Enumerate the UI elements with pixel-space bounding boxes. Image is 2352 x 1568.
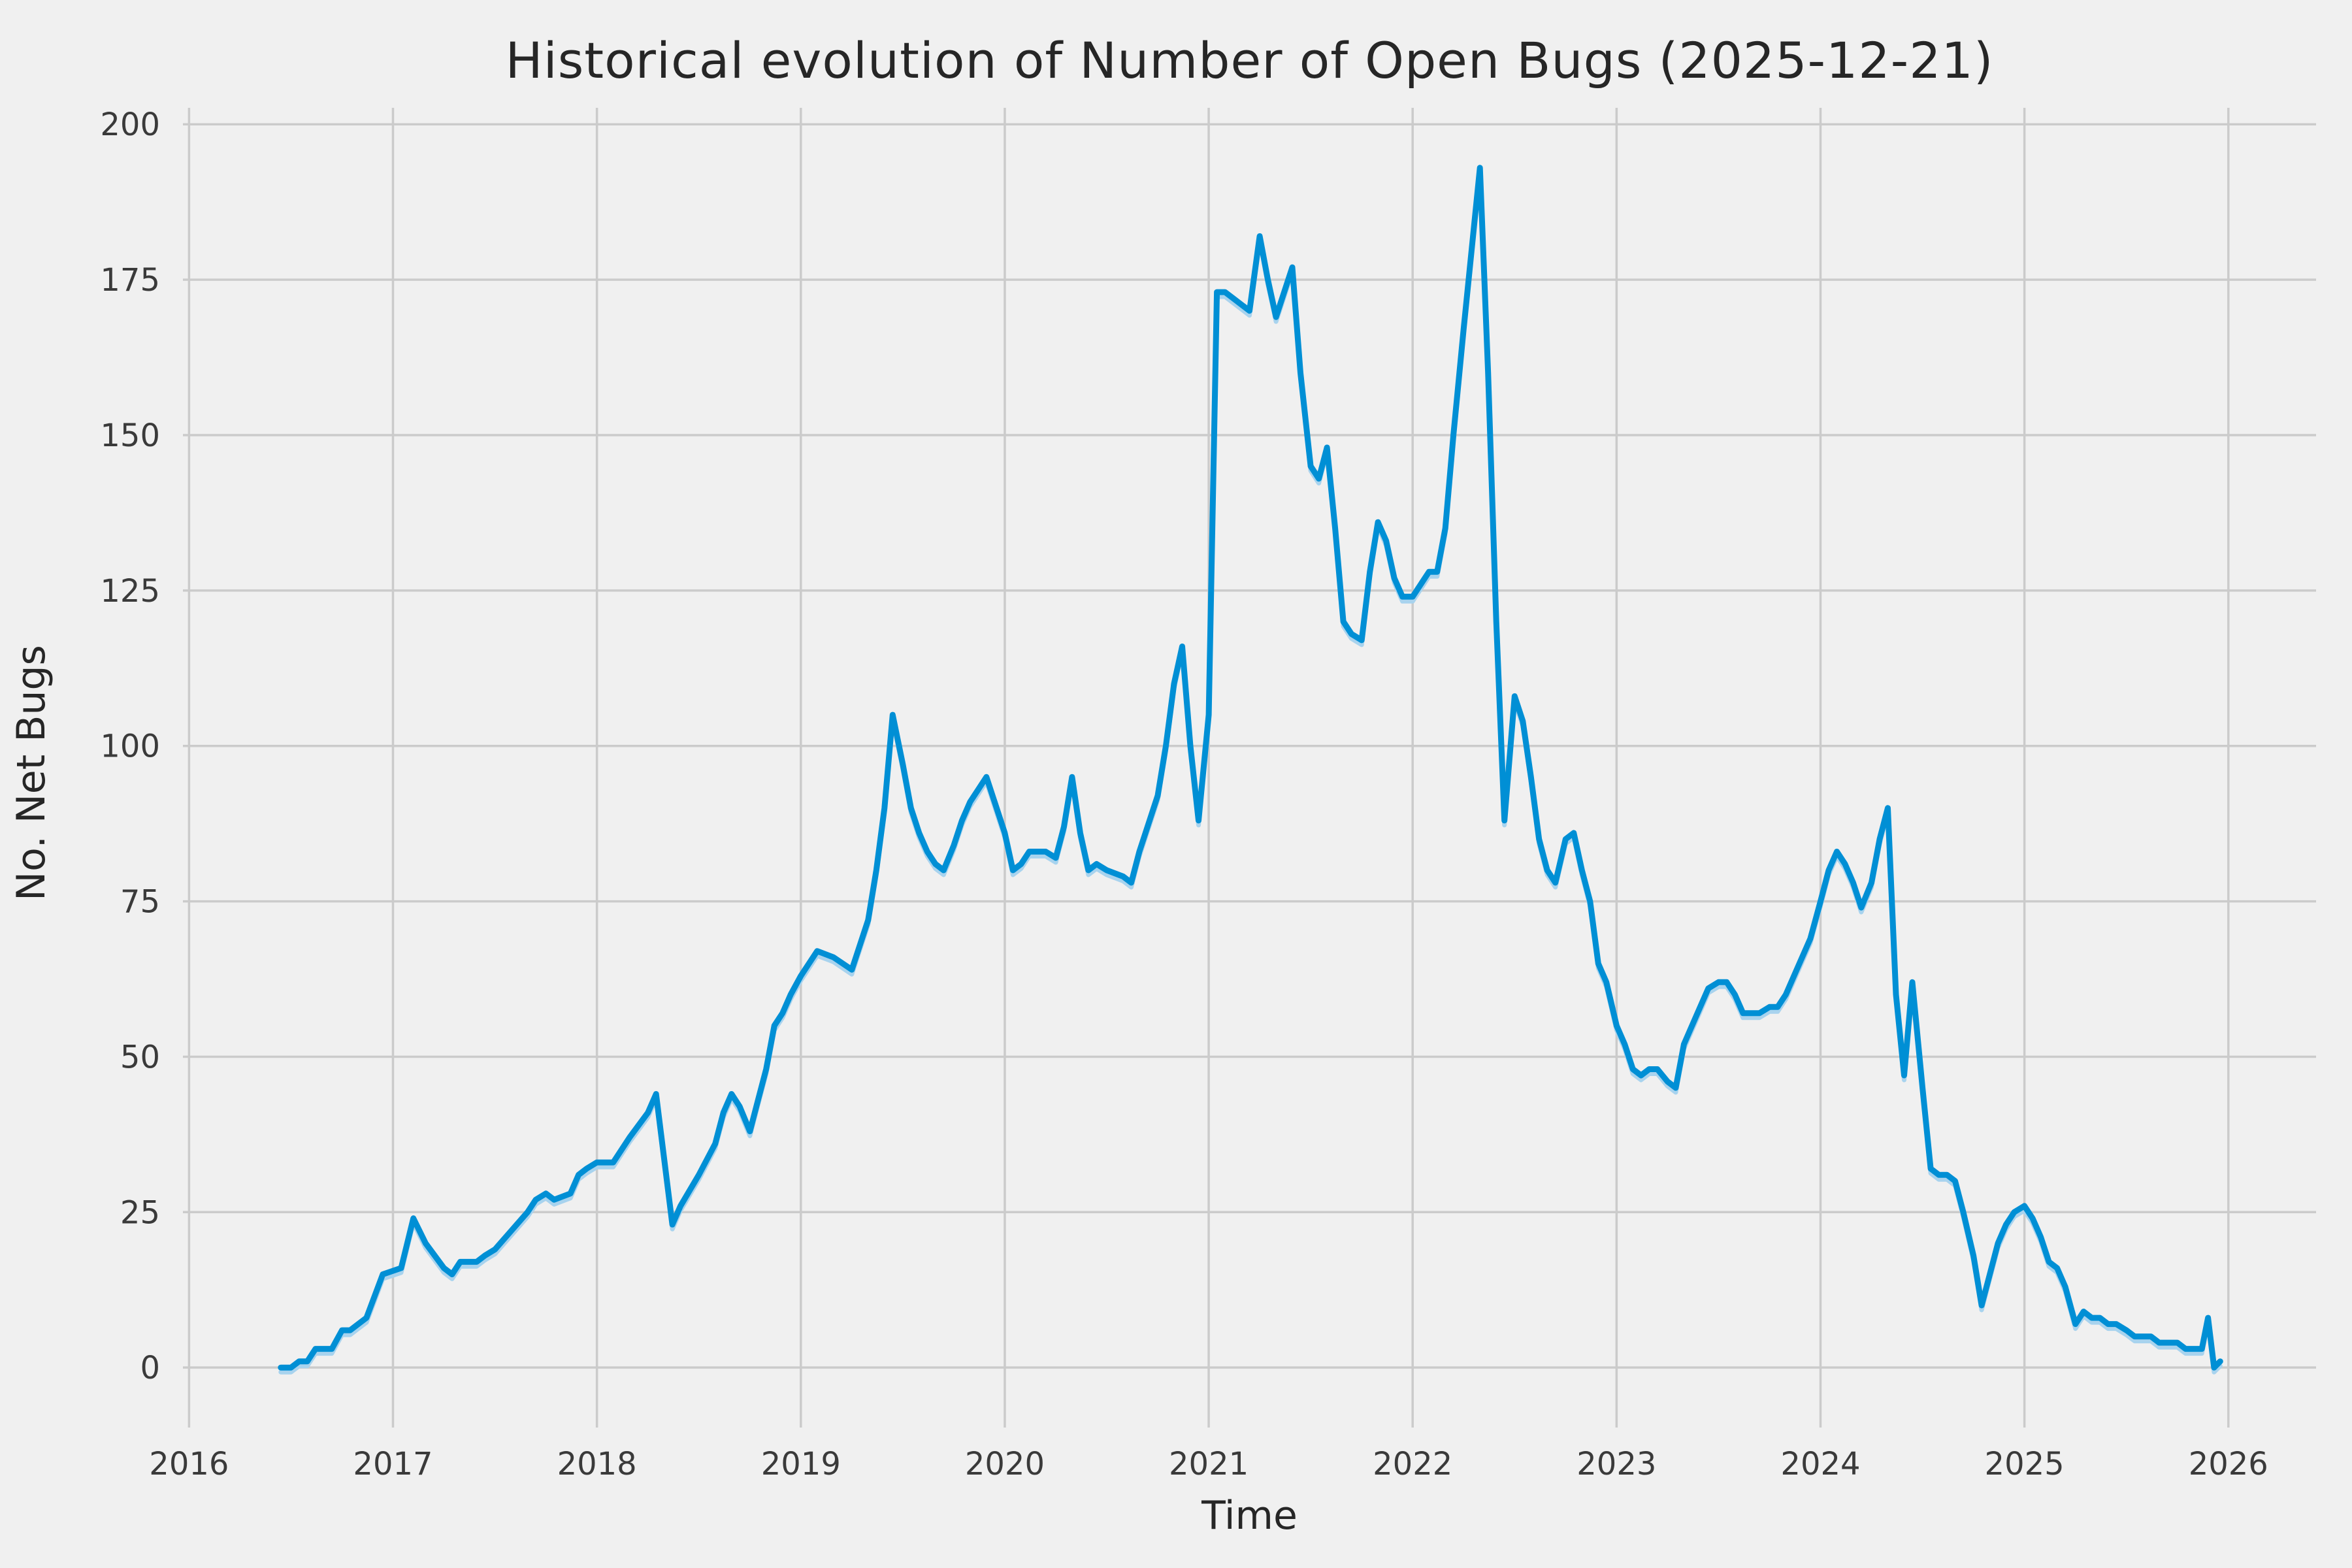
series-line-open-bugs [278,165,2223,1371]
y-tick-label: 50 [120,1039,160,1075]
x-tick-label: 2018 [557,1446,637,1482]
y-tick-label: 75 [120,884,160,921]
y-tick-label: 200 [100,106,160,143]
x-tick-label: 2023 [1576,1446,1656,1482]
x-tick-label: 2017 [353,1446,433,1482]
x-tick-label: 2026 [2189,1446,2268,1482]
chart-title: Historical evolution of Number of Open B… [505,31,1994,90]
x-tick-label: 2021 [1169,1446,1249,1482]
y-tick-label: 175 [100,262,160,299]
y-tick-label: 25 [120,1194,160,1231]
x-tick-label: 2025 [1985,1446,2065,1482]
x-tick-label: 2016 [149,1446,229,1482]
y-tick-label: 0 [140,1350,160,1386]
y-tick-label: 125 [100,573,160,610]
x-axis-label: Time [1201,1493,1298,1539]
y-tick-label: 100 [100,728,160,765]
x-tick-label: 2024 [1780,1446,1860,1482]
y-tick-label: 150 [100,417,160,454]
x-tick-label: 2019 [761,1446,841,1482]
x-tick-label: 2022 [1373,1446,1452,1482]
x-tick-label: 2020 [965,1446,1045,1482]
y-axis-label: No. Net Bugs [8,645,54,901]
